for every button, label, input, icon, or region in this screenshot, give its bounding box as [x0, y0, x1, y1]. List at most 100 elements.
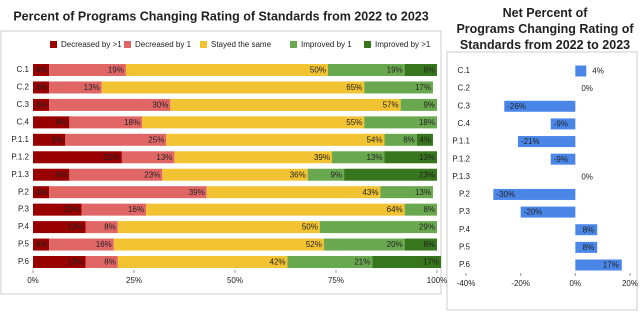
value-label: 21% [354, 258, 370, 267]
bar-segment [125, 64, 328, 76]
y-tick-label: P.3 [18, 205, 30, 214]
legend-swatch [50, 41, 57, 48]
value-label: 17% [423, 258, 439, 267]
legend-label: Improved by 1 [301, 40, 352, 49]
bar-segment [384, 133, 417, 146]
value-label: 12% [63, 205, 79, 214]
bar-segment [206, 186, 381, 199]
y-tick-label: P.1.3 [11, 170, 29, 179]
value-label: 8% [104, 223, 116, 232]
y-tick-label: P.2 [18, 187, 30, 196]
bar-segment [166, 133, 385, 146]
y-tick-label: C.2 [17, 83, 30, 92]
value-label: 9% [56, 170, 68, 179]
bar [520, 206, 576, 218]
bar-segment [323, 238, 405, 251]
value-label: 17% [415, 83, 431, 92]
y-tick-label: C.1 [17, 65, 30, 74]
value-label: 4% [36, 83, 48, 92]
value-label: 13% [156, 153, 172, 162]
bar-segment [174, 151, 332, 164]
bar-segment [33, 133, 66, 146]
y-tick-label: P.4 [459, 225, 471, 234]
bar-segment [170, 98, 401, 111]
bar-segment [33, 98, 50, 111]
bar-segment [33, 64, 50, 76]
x-tick-label: 100% [427, 276, 447, 285]
bar [550, 153, 576, 165]
bar-segment [49, 64, 126, 76]
bar-segment [49, 186, 207, 199]
bar-segment [162, 168, 308, 181]
value-label: 23% [419, 170, 435, 179]
y-tick-label: P.1.1 [11, 135, 29, 144]
value-label: 64% [387, 205, 403, 214]
value-label: 9% [56, 118, 68, 127]
y-tick-label: P.1.2 [452, 154, 470, 163]
value-label: 39% [314, 153, 330, 162]
value-label: 42% [270, 258, 286, 267]
bar-segment [384, 151, 437, 164]
y-tick-label: P.1.3 [452, 172, 470, 181]
y-tick-label: C.2 [458, 84, 471, 93]
chart-title: Percent of Programs Changing Rating of S… [13, 9, 428, 23]
legend-label: Stayed the same [211, 40, 272, 49]
value-label: 0% [581, 172, 593, 181]
bar [575, 65, 587, 77]
bar-segment [113, 238, 324, 251]
value-label: 19% [108, 66, 124, 75]
bar-segment [400, 98, 437, 111]
value-label: 17% [603, 261, 619, 270]
bar-segment [117, 221, 320, 234]
value-label: -9% [554, 155, 568, 164]
value-label: 13% [84, 83, 100, 92]
bar [550, 118, 576, 130]
value-label: 8% [423, 205, 435, 214]
bar-segment [49, 238, 114, 251]
bar-segment [49, 81, 102, 94]
value-label: 8% [583, 225, 595, 234]
value-label: 65% [346, 83, 362, 92]
value-label: 13% [419, 153, 435, 162]
value-label: -30% [496, 190, 515, 199]
bar-segment [33, 221, 86, 234]
bar-segment [33, 256, 86, 268]
value-label: -9% [554, 120, 568, 129]
bar-segment [307, 168, 345, 181]
value-label: 23% [144, 170, 160, 179]
value-label: 18% [419, 118, 435, 127]
bar [504, 100, 576, 112]
x-tick-label: 20% [622, 279, 638, 288]
value-label: 13% [415, 188, 431, 197]
bar [575, 259, 622, 271]
bar-segment [404, 64, 437, 76]
y-tick-label: P.1.2 [11, 152, 29, 161]
bar-segment [142, 116, 365, 129]
value-label: 13% [68, 223, 84, 232]
bar-segment [69, 168, 163, 181]
x-tick-label: 50% [227, 276, 243, 285]
bar-segment [331, 151, 385, 164]
bar-segment [364, 116, 437, 129]
bar [575, 224, 598, 236]
bar-segment [33, 186, 50, 199]
bar-segment [372, 256, 442, 268]
bar-segment [81, 203, 147, 216]
plot-frame [446, 51, 638, 311]
legend-swatch [290, 41, 297, 48]
bar-segment [65, 133, 167, 146]
x-tick-label: -40% [457, 279, 476, 288]
bar-segment [101, 81, 365, 94]
value-label: 52% [306, 240, 322, 249]
value-label: 8% [583, 243, 595, 252]
value-label: 4% [36, 66, 48, 75]
value-label: 4% [419, 135, 431, 144]
bar-segment [33, 116, 70, 129]
value-label: 43% [362, 188, 378, 197]
bar-segment [416, 133, 433, 146]
value-label: 57% [383, 101, 399, 110]
value-label: 8% [104, 258, 116, 267]
value-label: 20% [387, 240, 403, 249]
y-tick-label: P.4 [18, 222, 30, 231]
